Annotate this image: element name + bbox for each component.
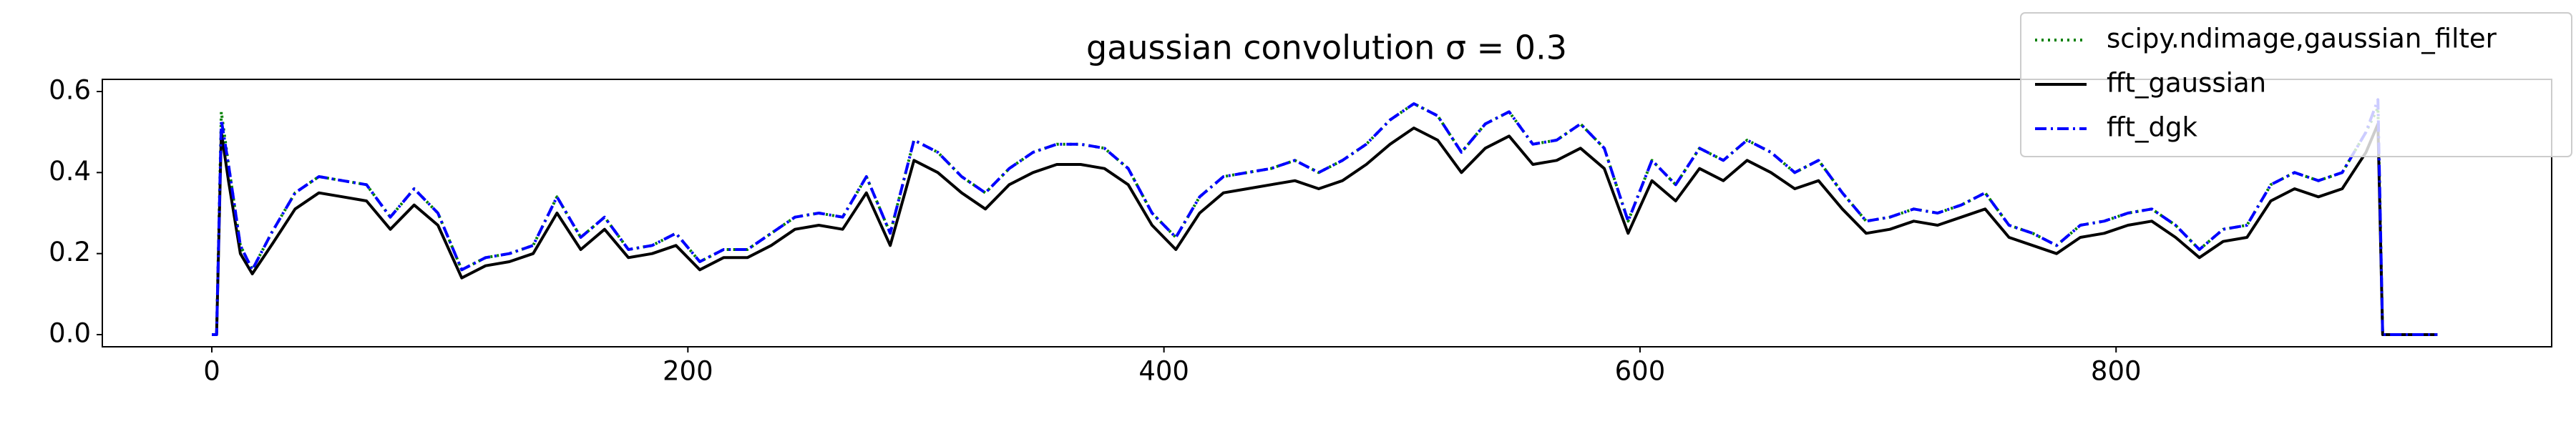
plot-area	[212, 98, 2438, 336]
legend-label: fft_dgk	[2107, 112, 2197, 143]
y-tick-label: 0.2	[49, 237, 91, 267]
x-tick-label: 200	[663, 356, 713, 387]
series-line	[212, 98, 2438, 336]
series-line	[212, 122, 2438, 336]
legend-label: fft_gaussian	[2107, 68, 2266, 99]
axes-frame	[102, 79, 2552, 347]
y-tick-label: 0.0	[49, 318, 91, 349]
y-tick-label: 0.4	[49, 156, 91, 187]
legend-box	[2020, 12, 2572, 157]
legend-label: scipy.ndimage,gaussian_filter	[2107, 24, 2497, 54]
x-tick-label: 800	[2091, 356, 2142, 387]
y-tick-label: 0.6	[49, 75, 91, 106]
chart-title: gaussian convolution σ = 0.3	[1086, 29, 1567, 67]
x-tick-label: 600	[1615, 356, 1666, 387]
x-tick-label: 400	[1138, 356, 1189, 387]
x-tick-label: 0	[203, 356, 220, 387]
